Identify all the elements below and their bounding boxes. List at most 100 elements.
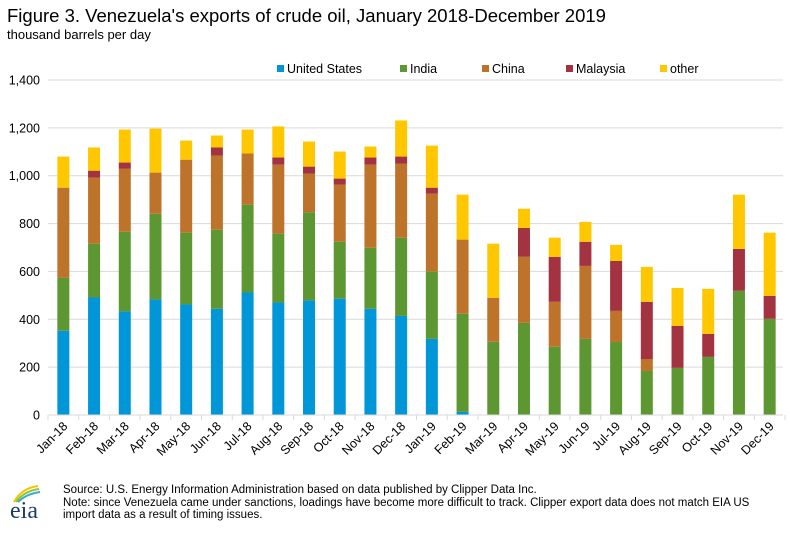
bar-segment-china bbox=[149, 172, 162, 214]
x-tick-label: Feb-19 bbox=[432, 419, 470, 457]
bar-segment-united-states bbox=[303, 300, 316, 415]
bar-stack bbox=[88, 147, 101, 415]
bar-segment-other bbox=[610, 244, 623, 261]
bar-segment-china bbox=[610, 310, 623, 343]
bar-segment-other bbox=[517, 208, 530, 228]
bar-segment-united-states bbox=[425, 338, 438, 415]
eia-logo-text: eia bbox=[10, 498, 38, 524]
bar-segment-india bbox=[671, 367, 684, 415]
chart-title: Figure 3. Venezuela's exports of crude o… bbox=[7, 5, 606, 26]
bar-stack bbox=[640, 266, 653, 415]
bar-segment-malaysia bbox=[425, 187, 438, 194]
bar-segment-malaysia bbox=[579, 241, 592, 266]
bar-stack bbox=[303, 141, 316, 415]
bar-segment-united-states bbox=[364, 308, 377, 415]
bar-segment-malaysia bbox=[88, 170, 101, 178]
bar-segment-china bbox=[425, 193, 438, 272]
bar-segment-malaysia bbox=[671, 325, 684, 368]
x-tick-label: Aug-18 bbox=[247, 419, 285, 457]
bar-segment-other bbox=[364, 146, 377, 158]
bar-segment-india bbox=[610, 342, 623, 415]
eia-logo: eia bbox=[8, 484, 48, 524]
bar-segment-india bbox=[118, 231, 131, 312]
bar-segment-india bbox=[763, 318, 776, 415]
y-tick-label: 400 bbox=[19, 313, 40, 327]
bar-segment-united-states bbox=[118, 311, 131, 415]
x-tick-label: Mar-18 bbox=[94, 419, 132, 457]
y-tick-label: 600 bbox=[19, 265, 40, 279]
bar-segment-india bbox=[241, 204, 254, 293]
legend-swatch bbox=[660, 65, 667, 72]
bar-segment-malaysia bbox=[303, 166, 316, 174]
bar-segment-other bbox=[579, 221, 592, 242]
y-tick-label: 1,400 bbox=[9, 74, 40, 88]
bar-segment-malaysia bbox=[763, 295, 776, 319]
bar-segment-other bbox=[763, 232, 776, 296]
bar-segment-india bbox=[425, 271, 438, 339]
legend-label: other bbox=[670, 62, 699, 76]
bars bbox=[57, 120, 776, 415]
x-tick-label: Nov-19 bbox=[708, 419, 746, 457]
bar-stack bbox=[456, 194, 469, 415]
bar-segment-united-states bbox=[210, 308, 223, 415]
bar-segment-other bbox=[180, 140, 193, 160]
bar-segment-china bbox=[456, 239, 469, 314]
x-tick-label: Nov-18 bbox=[339, 419, 377, 457]
bar-stack bbox=[333, 151, 346, 415]
bar-segment-china bbox=[640, 359, 653, 371]
bar-segment-china bbox=[579, 265, 592, 339]
bar-segment-china bbox=[517, 256, 530, 323]
bar-segment-other bbox=[702, 288, 715, 334]
note-line-2: import data as a result of timing issues… bbox=[63, 509, 263, 522]
legend-item: China bbox=[482, 62, 525, 76]
bar-segment-india bbox=[456, 313, 469, 412]
bar-segment-united-states bbox=[456, 411, 469, 415]
bar-segment-malaysia bbox=[210, 147, 223, 156]
bar-segment-india bbox=[702, 356, 715, 415]
bar-stack bbox=[487, 243, 500, 415]
bar-segment-united-states bbox=[333, 298, 346, 415]
y-tick-label: 1,200 bbox=[9, 121, 40, 135]
legend-item: other bbox=[660, 62, 699, 76]
bar-segment-india bbox=[303, 212, 316, 301]
legend-swatch bbox=[277, 65, 284, 72]
bar-segment-india bbox=[180, 232, 193, 305]
bar-segment-malaysia bbox=[640, 301, 653, 360]
bar-stack bbox=[425, 145, 438, 415]
bar-segment-other bbox=[671, 287, 684, 326]
bar-stack bbox=[763, 232, 776, 415]
x-axis: Jan-18Feb-18Mar-18Apr-18May-18Jun-18Jul-… bbox=[34, 414, 786, 459]
legend-item: United States bbox=[277, 62, 362, 76]
bar-segment-malaysia bbox=[548, 256, 561, 302]
bar-segment-china bbox=[241, 153, 254, 205]
bar-segment-india bbox=[149, 213, 162, 300]
bar-segment-india bbox=[487, 341, 500, 415]
x-tick-label: Jun-19 bbox=[556, 419, 593, 456]
bar-stack bbox=[671, 287, 684, 415]
bar-stack bbox=[180, 140, 193, 415]
bar-segment-other bbox=[118, 129, 131, 163]
bar-stack bbox=[395, 120, 408, 415]
bar-segment-other bbox=[487, 243, 500, 298]
bar-segment-other bbox=[241, 129, 254, 154]
bar-stack bbox=[272, 126, 285, 415]
chart-subtitle: thousand barrels per day bbox=[7, 27, 151, 42]
bar-segment-other bbox=[395, 120, 408, 157]
y-tick-label: 800 bbox=[19, 217, 40, 231]
eia-logo-icon bbox=[13, 485, 41, 503]
legend-label: Malaysia bbox=[576, 62, 625, 76]
bar-segment-china bbox=[548, 301, 561, 347]
bar-segment-united-states bbox=[180, 304, 193, 415]
bar-segment-malaysia bbox=[272, 157, 285, 165]
bar-segment-united-states bbox=[149, 299, 162, 415]
bar-stack bbox=[548, 237, 561, 415]
bar-segment-other bbox=[640, 266, 653, 302]
bar-segment-other bbox=[149, 128, 162, 173]
bar-segment-other bbox=[210, 135, 223, 148]
x-tick-label: May-18 bbox=[154, 419, 193, 458]
y-tick-label: 0 bbox=[33, 409, 40, 423]
legend-label: China bbox=[492, 62, 525, 76]
bar-segment-china bbox=[364, 164, 377, 248]
bar-segment-other bbox=[456, 194, 469, 240]
bar-segment-other bbox=[548, 237, 561, 257]
